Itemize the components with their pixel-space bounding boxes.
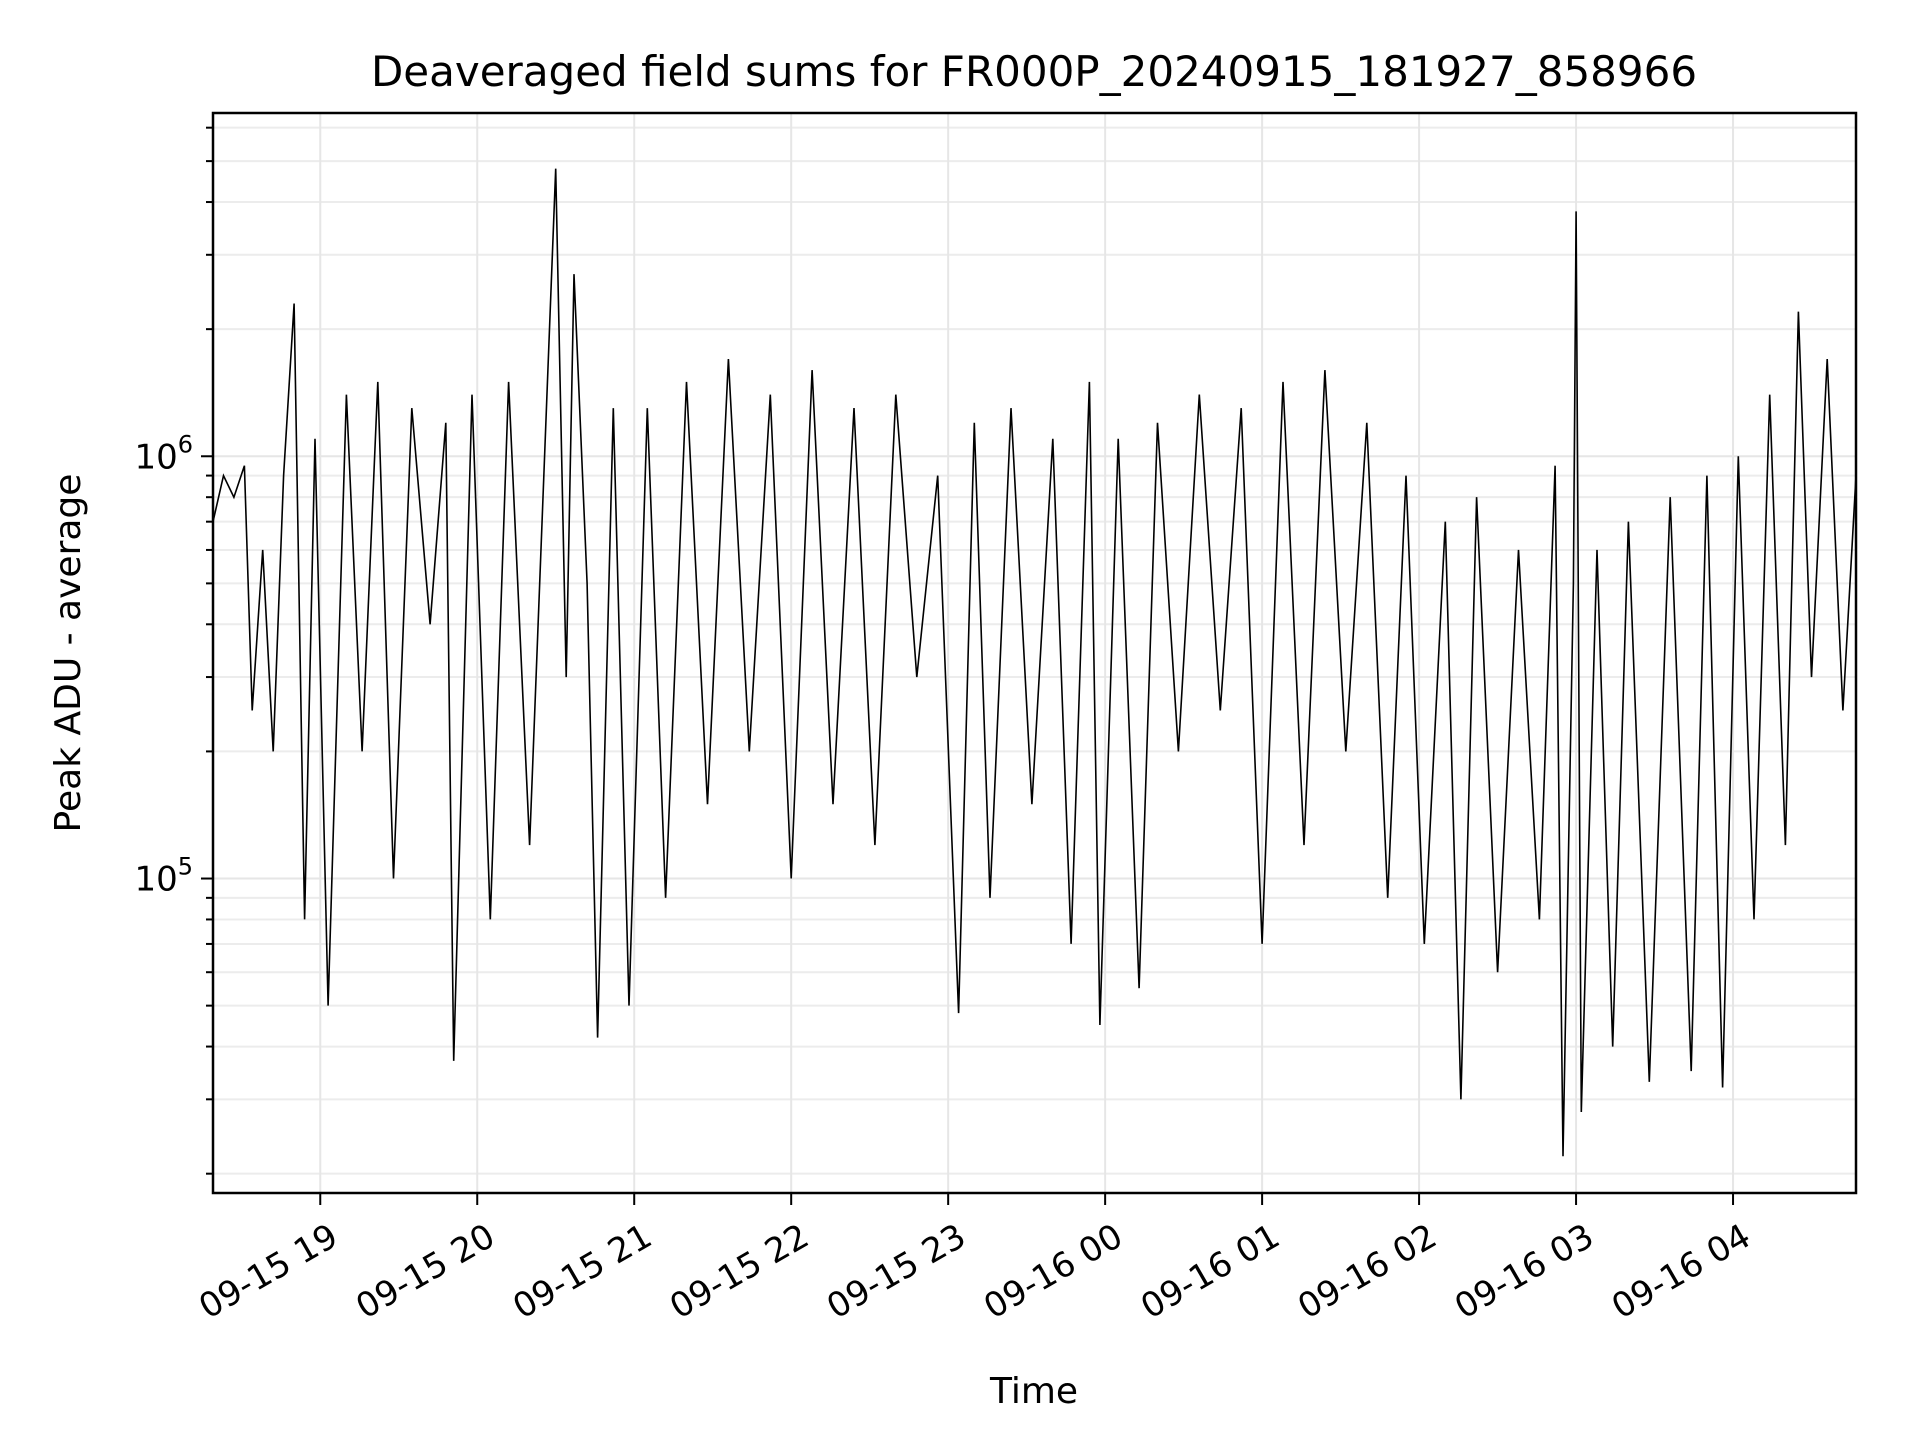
x-tick-label: 09-16 03	[1448, 1216, 1600, 1327]
series-line	[212, 168, 1857, 1157]
y-axis-ticks: 105 106	[134, 126, 213, 1175]
plot-frame	[211, 111, 1858, 1195]
x-tick-label: 09-15 20	[349, 1216, 501, 1327]
x-axis-label: Time	[989, 1371, 1078, 1412]
x-axis-ticks: 09-15 19 09-15 20 09-15 21 09-15 22 09-15 23…	[192, 1193, 1758, 1327]
data-series	[212, 168, 1857, 1157]
x-tick-label: 09-15 22	[663, 1216, 815, 1327]
x-tick-label: 09-16 00	[977, 1216, 1129, 1327]
x-tick-label: 09-15 19	[192, 1216, 344, 1327]
x-tick-label: 09-16 01	[1134, 1216, 1286, 1327]
x-tick-label: 09-15 23	[820, 1216, 972, 1327]
y-tick-label: 105	[134, 853, 193, 900]
grid-lines	[213, 113, 1856, 1193]
y-tick-label: 106	[134, 430, 193, 477]
x-tick-label: 09-16 02	[1291, 1216, 1443, 1327]
x-tick-label: 09-15 21	[506, 1216, 658, 1327]
y-axis-label: Peak ADU - average	[48, 474, 89, 833]
chart-title: Deaveraged field sums for FR000P_2024091…	[371, 47, 1697, 96]
x-tick-label: 09-16 04	[1605, 1216, 1757, 1327]
